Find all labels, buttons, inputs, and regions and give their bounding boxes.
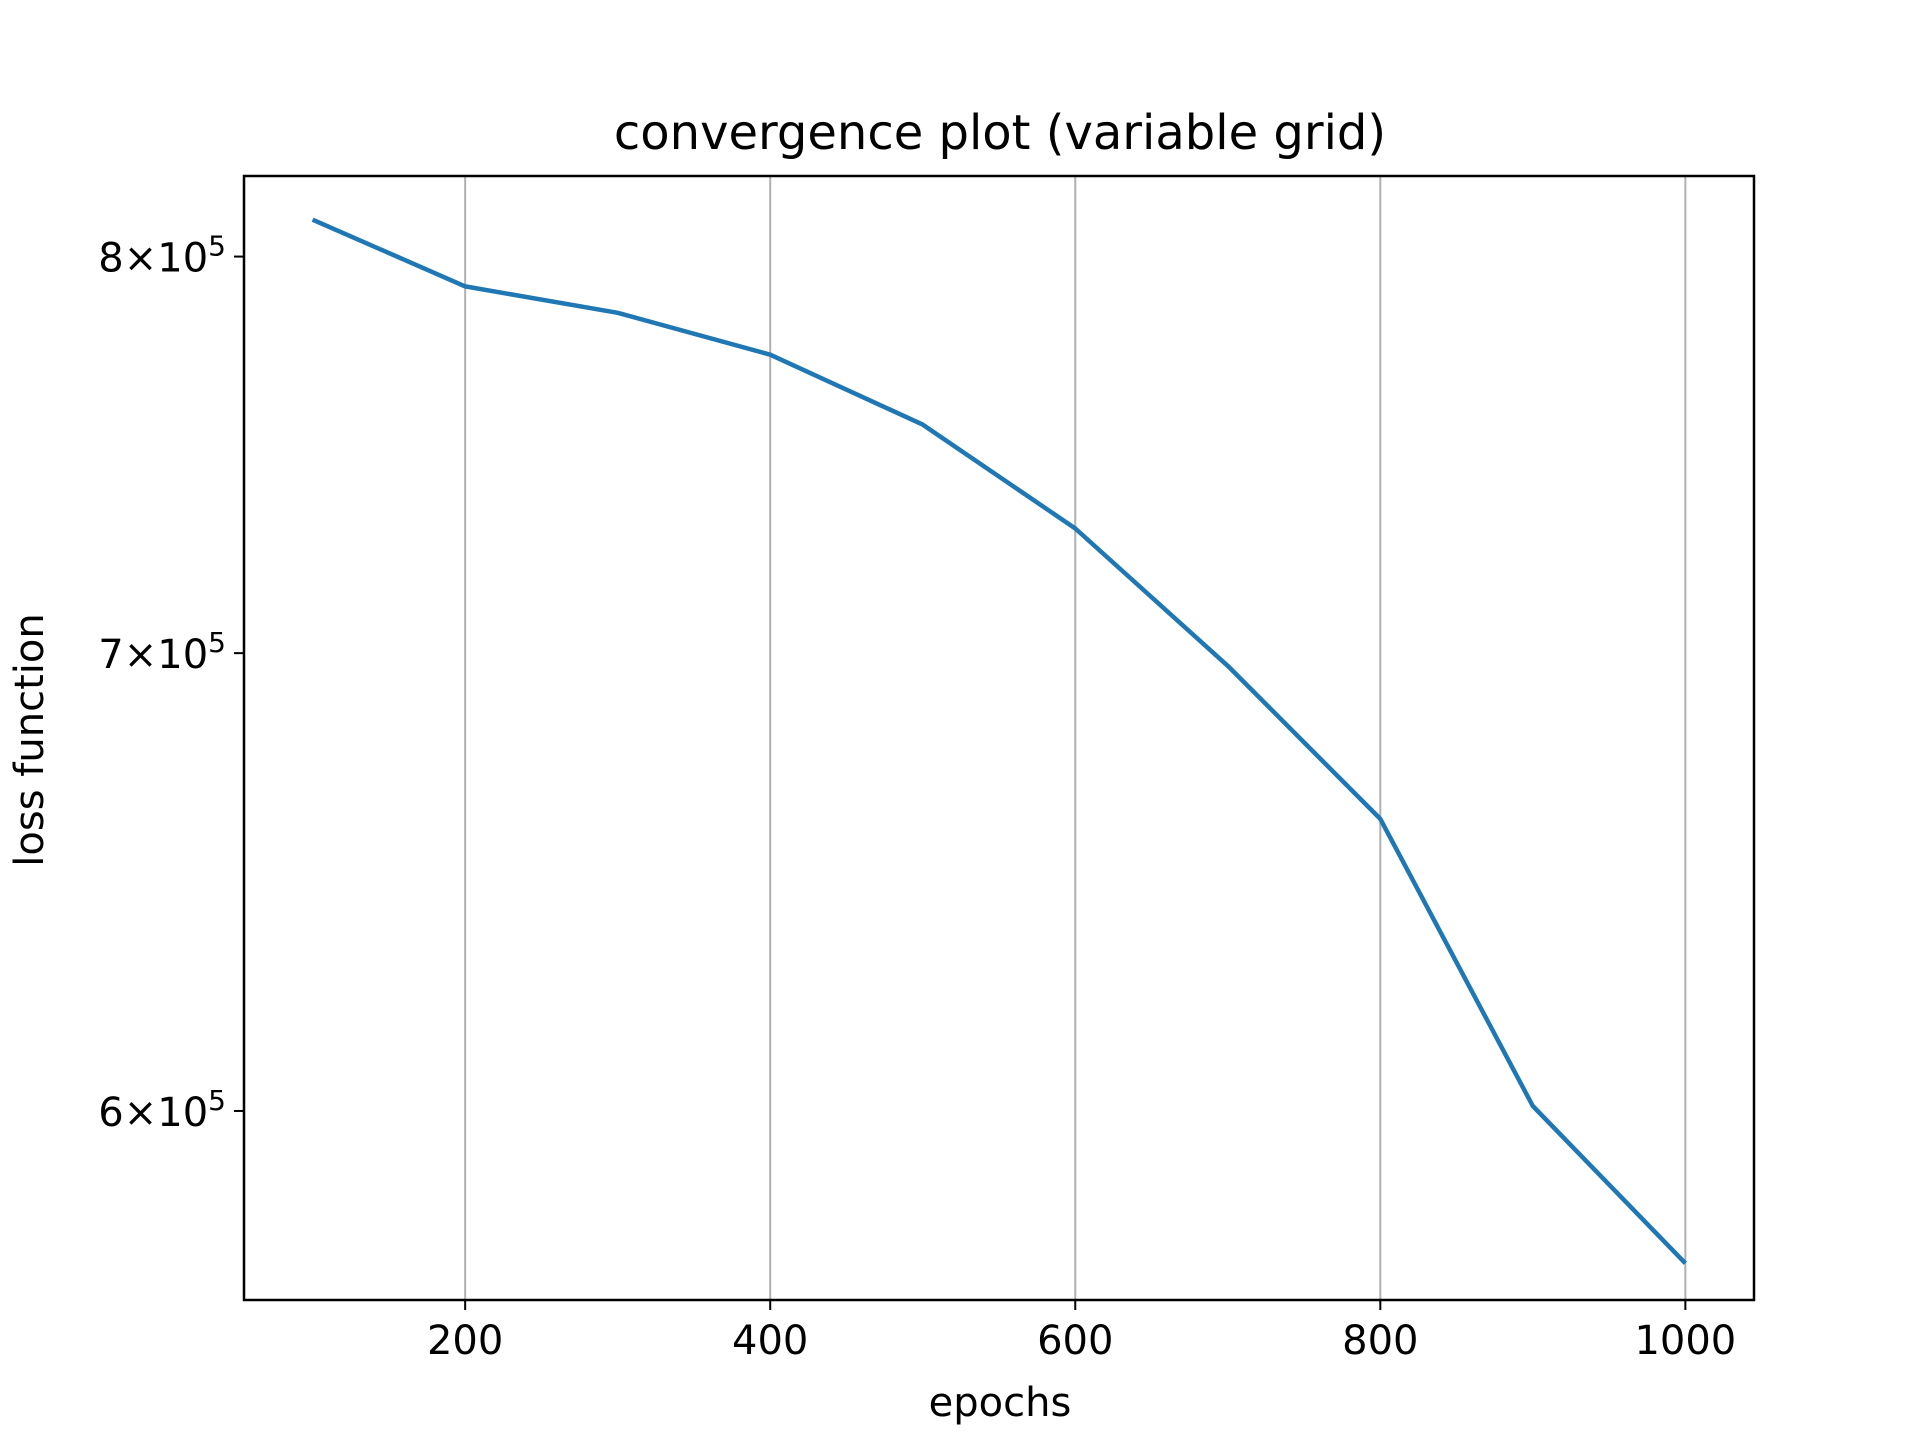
- plot-area-frame: [242, 174, 1756, 1302]
- x-axis-label: epochs: [929, 1380, 1072, 1426]
- y-tick-mantissa: 7: [98, 632, 123, 678]
- grid-lines: [464, 176, 1687, 1300]
- y-tick-exponent: 5: [208, 1084, 226, 1117]
- y-tick-times: ×: [124, 1090, 158, 1136]
- x-tick-label: 1000: [1634, 1318, 1736, 1364]
- series-layer: [311, 217, 1688, 1265]
- y-tick-label: 7×105: [98, 626, 226, 678]
- y-tick-base: 10: [157, 236, 208, 282]
- y-tick-label: 6×105: [98, 1084, 226, 1136]
- x-tick-label: 600: [1037, 1318, 1113, 1364]
- y-tick-mantissa: 6: [98, 1090, 123, 1136]
- y-tick-times: ×: [124, 632, 158, 678]
- y-axis-label: loss function: [7, 613, 53, 866]
- series-line-0: [311, 217, 1688, 1265]
- y-tick-mantissa: 8: [98, 236, 123, 282]
- y-tick-label: 8×105: [98, 230, 226, 282]
- x-tick-label: 800: [1342, 1318, 1418, 1364]
- y-tick-times: ×: [124, 236, 158, 282]
- y-tick-base: 10: [157, 632, 208, 678]
- x-tick-label: 400: [732, 1318, 808, 1364]
- x-axis-ticks: 200 400 600 800 1000: [427, 1300, 1736, 1364]
- y-tick-exponent: 5: [208, 230, 226, 263]
- chart-title: convergence plot (variable grid): [614, 105, 1386, 161]
- y-tick-exponent: 5: [208, 626, 226, 659]
- x-tick-label: 200: [427, 1318, 503, 1364]
- y-tick-base: 10: [157, 1090, 208, 1136]
